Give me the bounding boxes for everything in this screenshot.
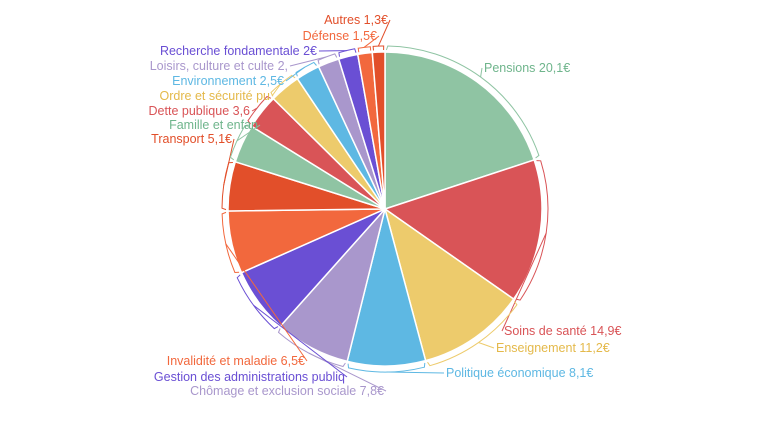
slice-labels: Pensions 20,1€ Soins de santé 14,9€ Enseig…: [149, 13, 622, 398]
slice-label-environnement: Environnement 2,5€: [172, 74, 284, 88]
leader-line-dette-publique: [251, 107, 258, 112]
slice-label-defense: Défense 1,5€: [303, 29, 377, 43]
slice-label-invalidite-et-maladie: Invalidité et maladie 6,5€: [167, 354, 305, 368]
slice-label-politique-economique: Politique économique 8,1€: [446, 366, 593, 380]
pie-slice-autres: [371, 51, 386, 210]
slice-label-gestion-des-administrations-publiques: Gestion des administrations publiq: [154, 370, 345, 384]
pie-slice-enseignement: [383, 207, 515, 362]
leader-lines: [221, 19, 549, 392]
slice-label-chomage-et-exclusion-sociale: Chômage et exclusion sociale 7,8€: [190, 384, 384, 398]
leader-bracket-politique-economique: [347, 362, 426, 373]
leader-line-environnement: [285, 66, 306, 82]
slice-label-transport: Transport 5,1€: [151, 132, 232, 146]
leader-bracket-dette-publique: [247, 95, 272, 125]
slice-label-soins-de-sante: Soins de santé 14,9€: [504, 324, 621, 338]
leader-line-gestion-des-administrations-publiques: [252, 304, 348, 378]
slice-label-autres: Autres 1,3€: [324, 13, 388, 27]
leader-line-enseignement: [478, 342, 495, 349]
leader-bracket-autres: [372, 45, 385, 51]
leader-line-ordre-et-securite-publique: [271, 83, 282, 97]
slice-label-enseignement: Enseignement 11,2€: [496, 341, 610, 355]
leader-bracket-pensions: [385, 45, 540, 159]
leader-line-famille-et-enfants: [236, 124, 261, 142]
leader-line-invalidite-et-maladie: [225, 243, 308, 362]
slice-label-ordre-et-securite-publique: Ordre et sécurité pu: [160, 89, 271, 103]
pie-slice-pensions: [384, 51, 536, 211]
leader-line-politique-economique: [386, 371, 445, 374]
pie-slices: [227, 51, 543, 367]
pie-slice-soins-de-sante: [383, 158, 543, 301]
leader-bracket-enseignement: [427, 301, 518, 367]
slice-label-loisirs-culture-et-culte: Loisirs, culture et culte 2,: [150, 59, 288, 73]
slice-label-dette-publique: Dette publique 3,6: [149, 104, 251, 118]
leader-line-autres: [377, 19, 391, 47]
slice-label-famille-et-enfants: Famille et enfan: [169, 118, 258, 132]
leader-line-defense: [363, 35, 380, 48]
leader-line-pensions: [480, 67, 483, 78]
slice-label-pensions: Pensions 20,1€: [484, 61, 570, 75]
leader-line-transport: [223, 138, 235, 186]
leader-bracket-invalidite-et-maladie: [221, 211, 240, 274]
leader-line-chomage-et-exclusion-sociale: [308, 352, 387, 392]
leader-line-loisirs-culture-et-culte: [289, 56, 327, 67]
slice-label-recherche-fondamentale: Recherche fondamentale 2€: [160, 44, 317, 58]
